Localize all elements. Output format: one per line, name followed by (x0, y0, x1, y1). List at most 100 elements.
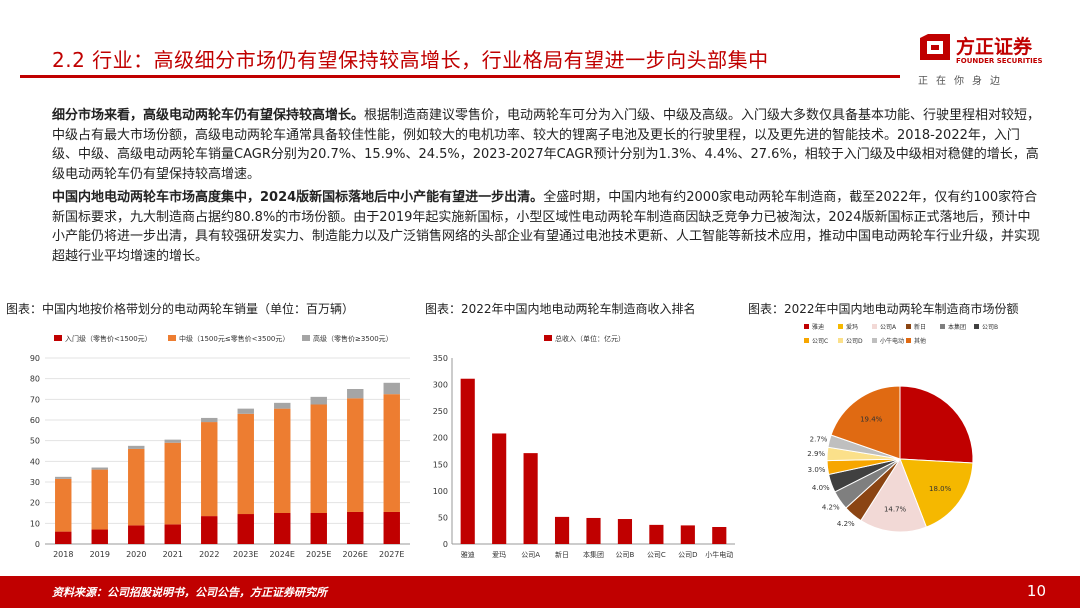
pie-slice (899, 385, 974, 464)
legend-swatch (544, 335, 552, 341)
pie-slice (860, 457, 928, 533)
paragraph-lead: 中国内地电动两轮车市场高度集中，2024版新国标落地后中小产能有望进一步出清。 (52, 190, 544, 205)
y-tick-label: 0 (35, 540, 40, 549)
paragraph-body: 全盛时期，中国内地有约2000家电动两轮车制造商，截至2022年，仅有约100家… (52, 190, 1041, 264)
bar-segment (164, 439, 181, 443)
y-tick-label: 50 (30, 437, 40, 446)
legend-swatch (838, 324, 843, 329)
bar-segment (347, 398, 364, 512)
paragraph-body: 根据制造商建议零售价，电动两轮车可分为入门级、中级及高级。入门级大多数仅具备基本… (52, 108, 1041, 182)
legend-swatch (302, 335, 310, 341)
bar (523, 453, 538, 544)
page-header: 2.2 行业：高级细分市场仍有望保持较高增长，行业格局有望进一步向头部集中 方正… (0, 0, 1080, 88)
legend-swatch (838, 338, 843, 343)
x-tick-label: 2025E (306, 550, 331, 559)
y-tick-label: 350 (433, 354, 448, 363)
legend-label: 公司D (846, 338, 863, 345)
legend-label: 公司A (880, 324, 897, 331)
legend-label: 小牛电动 (880, 337, 904, 345)
page-title: 2.2 行业：高级细分市场仍有望保持较高增长，行业格局有望进一步向头部集中 (52, 48, 769, 72)
bar-segment (274, 408, 291, 513)
pie-slice (830, 385, 901, 460)
bar (649, 524, 664, 544)
bar-segment (201, 516, 218, 544)
legend-swatch (872, 338, 877, 343)
slice-data-label: 4.0% (812, 484, 830, 492)
source-note: 资料来源：公司招股说明书，公司公告，方正证券研究所 (52, 586, 327, 599)
pie-slice (899, 458, 974, 528)
y-tick-label: 0 (443, 540, 448, 549)
x-tick-label: 公司B (616, 551, 635, 559)
bar-segment (383, 382, 400, 395)
bar-segment (128, 448, 145, 526)
y-tick-label: 100 (433, 487, 448, 496)
paragraph-lead: 细分市场来看，高级电动两轮车仍有望保持较高增长。 (52, 108, 365, 123)
y-tick-label: 150 (433, 460, 448, 469)
slice-data-label: 4.2% (837, 520, 855, 528)
legend-label: 高级（零售价≥3500元） (313, 334, 393, 343)
y-tick-label: 80 (30, 375, 40, 384)
slice-data-label: 3.0% (808, 466, 826, 474)
legend-label: 新日 (914, 323, 926, 331)
chart-caption-share: 图表：2022年中国内地电动两轮车制造商市场份额 (748, 302, 1019, 316)
slice-data-label: 18.0% (929, 485, 952, 493)
legend-swatch (906, 338, 911, 343)
page-number: 10 (1026, 582, 1046, 600)
market-share-pie-chart: 雅迪 爱玛 公司A 新日 本集团 公司B 公司C 公司D 小牛电动 其他 18.0% 14.7% 4.2… (804, 323, 998, 533)
x-tick-label: 爱玛 (492, 551, 506, 559)
legend-swatch (168, 335, 176, 341)
bar (712, 526, 727, 544)
revenue-bar-chart: 总收入（单位：亿元） 0 50 100 150 200 250 300 350 雅迪 爱玛 公司A 新日… (433, 334, 735, 559)
bar-segment (237, 514, 254, 544)
y-tick-label: 90 (30, 354, 40, 363)
x-tick-label: 2027E (379, 550, 404, 559)
slice-data-label: 2.9% (807, 450, 825, 458)
bar-segment (310, 396, 327, 405)
brand-name: 方正证券 (956, 36, 1033, 58)
bar-segment (128, 525, 145, 544)
legend-label: 公司C (812, 338, 828, 345)
x-tick-label: 2024E (270, 550, 295, 559)
x-tick-label: 公司A (521, 551, 540, 559)
bar (586, 517, 601, 544)
bar-segment (91, 529, 108, 544)
bar-segment (347, 389, 364, 399)
bar-segment (383, 394, 400, 512)
bar-segment (274, 513, 291, 544)
y-tick-label: 60 (30, 416, 40, 425)
legend-label: 爱玛 (846, 323, 858, 331)
bar-segment (274, 402, 291, 409)
page-footer: 资料来源：公司招股说明书，公司公告，方正证券研究所 10 (0, 576, 1080, 608)
x-tick-label: 2023E (233, 550, 258, 559)
brand-logo: 方正证券 FOUNDER SECURITIES (918, 30, 1068, 86)
x-tick-label: 2026E (343, 550, 368, 559)
bar-segment (55, 476, 72, 479)
bar-segment (55, 531, 72, 544)
brand-name-en: FOUNDER SECURITIES (956, 57, 1043, 65)
bar-segment (201, 422, 218, 517)
y-tick-label: 200 (433, 434, 448, 443)
title-divider (20, 75, 900, 78)
bar-segment (55, 478, 72, 532)
legend-swatch (872, 324, 877, 329)
legend-label: 雅迪 (812, 323, 824, 331)
legend-swatch (804, 338, 809, 343)
bar-segment (164, 524, 181, 544)
chart-caption-revenue: 图表：2022年中国内地电动两轮车制造商收入排名 (425, 302, 696, 316)
chart-caption-sales: 图表：中国内地按价格带划分的电动两轮车销量（单位：百万辆） (6, 302, 355, 316)
body-text: 细分市场来看，高级电动两轮车仍有望保持较高增长。根据制造商建议零售价，电动两轮车… (52, 106, 1042, 266)
slice-data-label: 14.7% (884, 505, 907, 513)
legend-swatch (804, 324, 809, 329)
y-tick-label: 30 (30, 478, 40, 487)
bar-segment (128, 445, 145, 449)
x-tick-label: 2020 (126, 550, 146, 559)
bar-segment (237, 408, 254, 414)
x-tick-label: 2018 (53, 550, 73, 559)
legend-swatch (974, 324, 979, 329)
y-tick-label: 10 (30, 519, 40, 528)
bar (680, 525, 695, 544)
brand-slogan: 正在你身边 (918, 76, 1008, 87)
paragraph-segments: 细分市场来看，高级电动两轮车仍有望保持较高增长。根据制造商建议零售价，电动两轮车… (52, 106, 1042, 184)
bar-segment (347, 511, 364, 544)
founder-logo-icon (920, 34, 950, 60)
